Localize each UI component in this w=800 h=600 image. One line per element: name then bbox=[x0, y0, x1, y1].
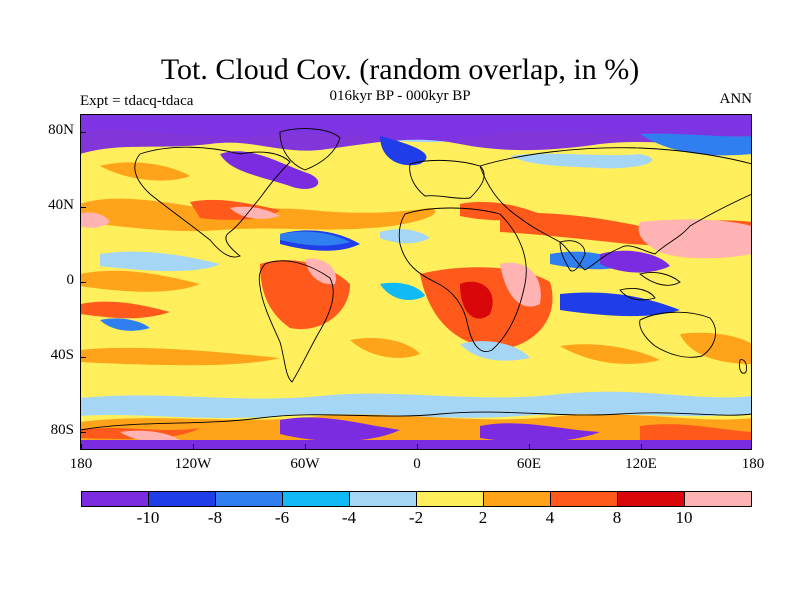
lon-tick-mark bbox=[417, 444, 418, 450]
plot-subtitle: 016kyr BP - 000kyr BP bbox=[329, 88, 471, 104]
lon-tick-label: 180 bbox=[741, 456, 765, 472]
lon-tick-label: 120E bbox=[625, 456, 657, 472]
colorbar-swatch bbox=[216, 492, 283, 506]
lon-tick-label: 120W bbox=[174, 456, 212, 472]
colorbar-label: 2 bbox=[478, 508, 488, 527]
colorbar-swatch bbox=[618, 492, 685, 506]
lat-tick-mark bbox=[80, 132, 86, 133]
lat-tick-mark bbox=[80, 357, 86, 358]
lat-tick-label: 40S bbox=[50, 347, 74, 363]
season-label: ANN bbox=[719, 91, 753, 107]
colorbar-swatch bbox=[551, 492, 618, 506]
lon-tick-mark bbox=[751, 444, 752, 450]
lon-tick-label: 0 bbox=[413, 456, 421, 472]
colorbar-label: -4 bbox=[341, 508, 357, 527]
colorbar-swatch bbox=[484, 492, 551, 506]
lon-tick-mark bbox=[81, 444, 82, 450]
lon-tick-mark bbox=[529, 444, 530, 450]
colorbar-label: 10 bbox=[675, 508, 693, 527]
cloud-cover-map bbox=[80, 114, 752, 450]
colorbar-label: -2 bbox=[408, 508, 424, 527]
map-svg bbox=[80, 114, 752, 450]
lat-tick-mark bbox=[80, 432, 86, 433]
plot-title: Tot. Cloud Cov. (random overlap, in %) bbox=[160, 53, 640, 86]
colorbar-swatch bbox=[283, 492, 350, 506]
experiment-label: Expt = tdacq-tdaca bbox=[80, 93, 194, 109]
lat-tick-label: 40N bbox=[48, 197, 74, 213]
lon-tick-mark bbox=[641, 444, 642, 450]
colorbar-swatch bbox=[82, 492, 149, 506]
continent-outlines bbox=[80, 128, 752, 431]
lat-tick-mark bbox=[80, 282, 86, 283]
lat-tick-label: 80S bbox=[50, 422, 74, 438]
colorbar-label: 4 bbox=[545, 508, 555, 527]
lat-tick-label: 0 bbox=[66, 272, 75, 288]
lon-tick-label: 60E bbox=[516, 456, 542, 472]
colorbar bbox=[81, 491, 752, 507]
lon-tick-mark bbox=[193, 444, 194, 450]
lat-tick-label: 80N bbox=[48, 122, 74, 138]
colorbar-swatch bbox=[350, 492, 417, 506]
colorbar-label: -10 bbox=[136, 508, 160, 527]
lon-tick-mark bbox=[305, 444, 306, 450]
lon-tick-label: 60W bbox=[290, 456, 320, 472]
colorbar-label: -8 bbox=[207, 508, 223, 527]
colorbar-swatch bbox=[149, 492, 216, 506]
lat-tick-mark bbox=[80, 207, 86, 208]
lon-tick-label: 180 bbox=[69, 456, 93, 472]
colorbar-label: -6 bbox=[274, 508, 290, 527]
colorbar-label: 8 bbox=[612, 508, 622, 527]
colorbar-swatch bbox=[685, 492, 751, 506]
colorbar-swatch bbox=[417, 492, 484, 506]
anomaly-field bbox=[80, 114, 752, 450]
